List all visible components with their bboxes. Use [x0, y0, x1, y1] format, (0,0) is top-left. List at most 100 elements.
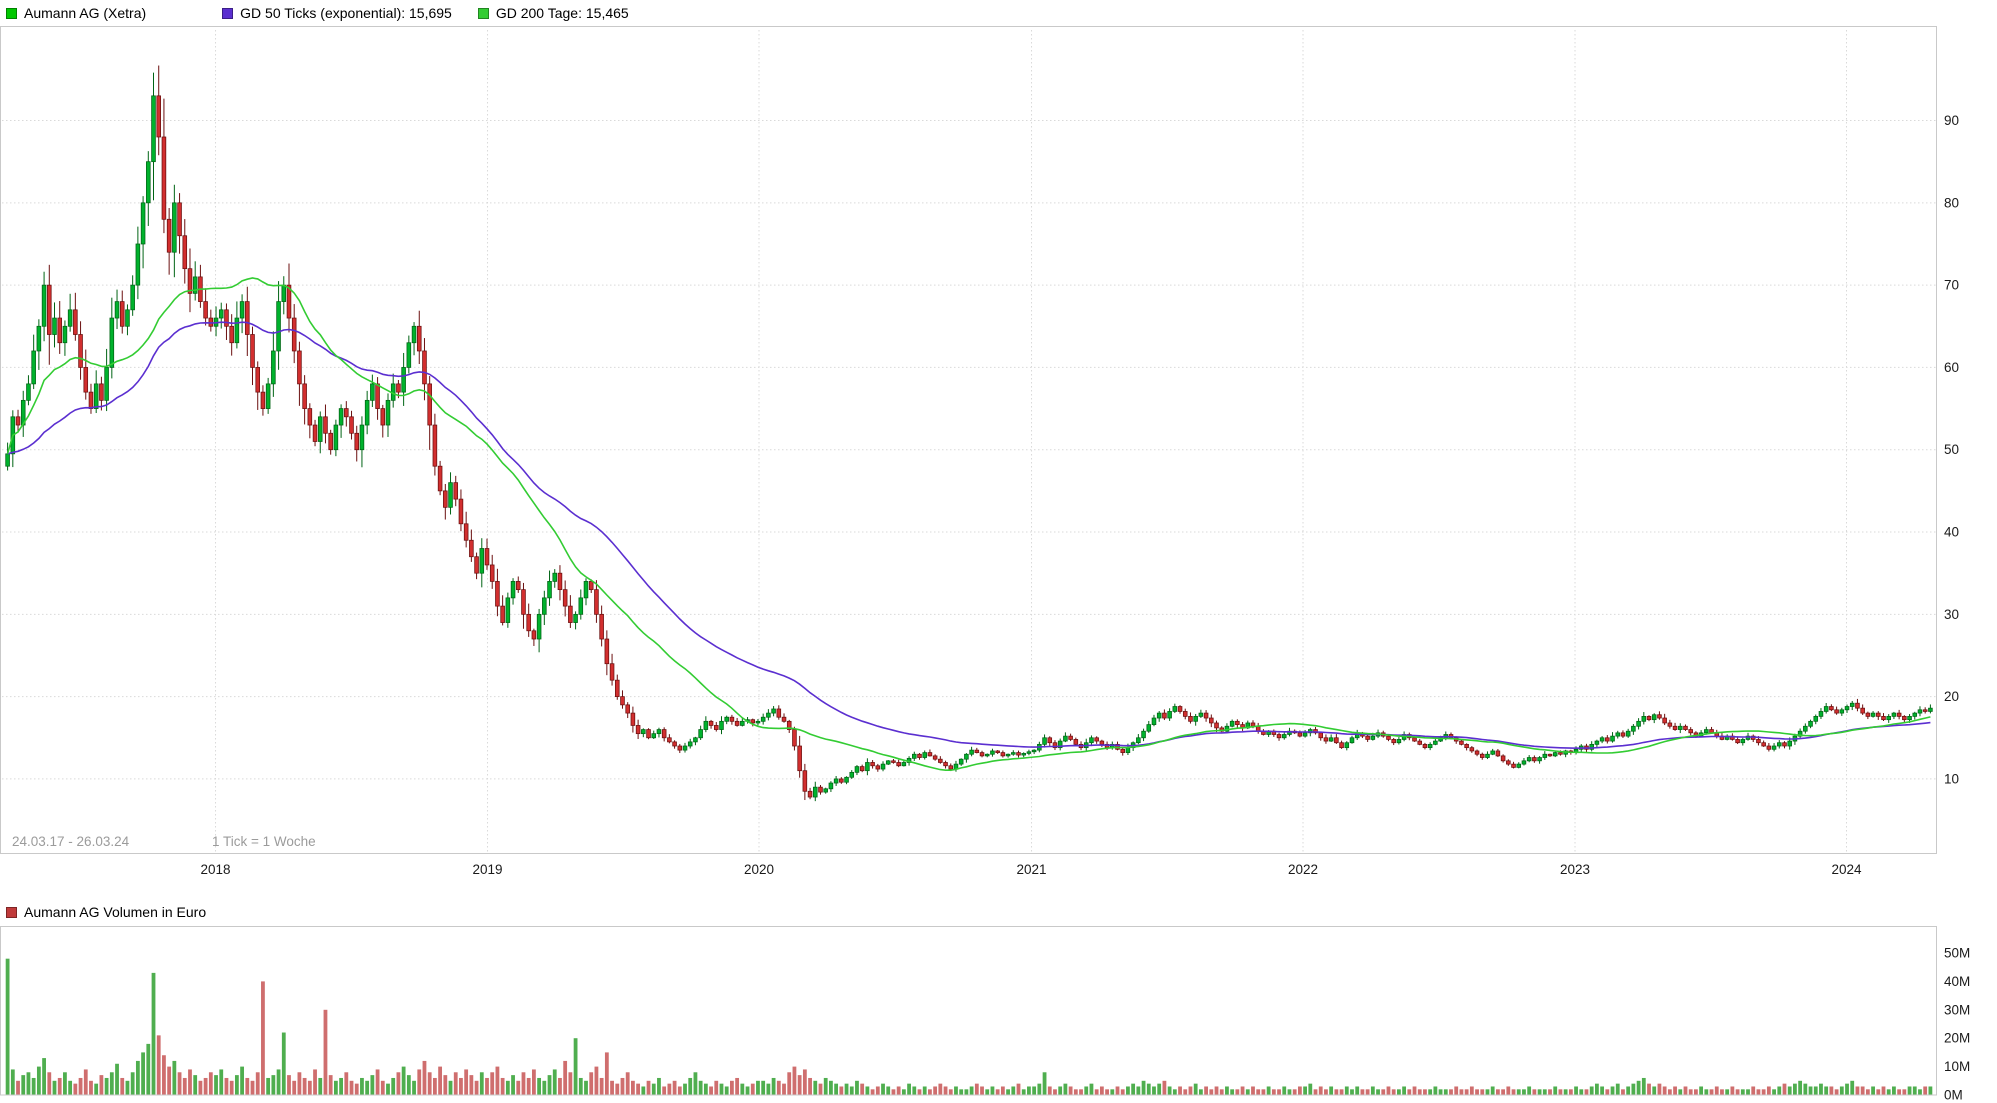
volume-bar: [1813, 1086, 1818, 1095]
volume-bar: [339, 1077, 343, 1095]
candle-body: [151, 95, 156, 163]
volume-bar: [1777, 1086, 1782, 1095]
volume-bar: [1631, 1083, 1636, 1095]
volume-bar: [1011, 1086, 1016, 1095]
candle-body: [250, 334, 255, 368]
volume-bar: [964, 1089, 969, 1095]
volume-axis-label: 50M: [1944, 946, 1970, 961]
candle-body: [239, 301, 245, 319]
candle-body: [1417, 740, 1423, 745]
candle-body: [656, 729, 662, 735]
candle-body: [1391, 739, 1396, 744]
candle-body: [1302, 732, 1308, 737]
volume-bar: [1855, 1086, 1860, 1095]
volume-bar: [1860, 1086, 1865, 1095]
volume-bar: [156, 1035, 161, 1095]
volume-bar: [1225, 1086, 1229, 1095]
candle-body: [1334, 737, 1339, 744]
volume-bar: [1761, 1089, 1766, 1095]
candle-body: [88, 391, 94, 409]
volume-bar: [917, 1089, 922, 1095]
volume-bar: [1198, 1089, 1203, 1095]
volume-bar: [1772, 1089, 1776, 1095]
candle-body: [1125, 747, 1131, 753]
volume-bar: [302, 1077, 307, 1095]
volume-bar: [802, 1069, 807, 1095]
candle-body: [1042, 737, 1047, 745]
volume-bar: [683, 1083, 687, 1095]
volume-bar: [1568, 1089, 1573, 1095]
price-axis-label: 30: [1944, 607, 1959, 622]
volume-bar: [203, 1077, 208, 1095]
volume-bar: [688, 1077, 693, 1095]
volume-bar: [1324, 1089, 1328, 1095]
candle-body: [1156, 712, 1162, 719]
candle-body: [364, 399, 370, 426]
volume-bar: [412, 1080, 416, 1095]
candle-body: [531, 630, 537, 640]
volume-bar: [146, 1043, 151, 1095]
volume-bar: [849, 1086, 854, 1095]
volume-bar: [855, 1080, 859, 1095]
candle-body: [432, 424, 438, 467]
volume-bar: [1396, 1089, 1401, 1095]
volume-bar: [1219, 1089, 1224, 1095]
volume-bar: [417, 1069, 422, 1095]
volume-bar: [573, 1038, 578, 1095]
volume-bar: [432, 1077, 437, 1095]
price-axis-label: 90: [1944, 113, 1959, 128]
volume-bar: [531, 1069, 536, 1095]
volume-bar: [1360, 1089, 1365, 1095]
candle-body: [807, 790, 813, 798]
candle-body: [119, 301, 125, 327]
volume-bar: [610, 1080, 614, 1095]
candle-body: [375, 383, 380, 409]
volume-series-swatch: [6, 906, 17, 918]
candle-body: [401, 367, 406, 393]
volume-bar: [1928, 1086, 1933, 1095]
volume-bar: [995, 1089, 1000, 1095]
candle-body: [1203, 712, 1209, 719]
candle-body: [1433, 740, 1438, 745]
price-axis-label: 40: [1944, 525, 1959, 540]
candle-body: [594, 589, 599, 615]
candle-body: [1641, 716, 1647, 722]
volume-bar: [1516, 1089, 1521, 1095]
candle-body: [1177, 706, 1183, 712]
candle-body: [41, 284, 47, 327]
candle-body: [891, 760, 896, 763]
candle-body: [1031, 749, 1037, 753]
volume-bar: [333, 1080, 338, 1095]
volume-bar: [1683, 1086, 1688, 1095]
volume-bar: [933, 1086, 938, 1095]
candle-body: [958, 758, 964, 765]
volume-bar: [677, 1086, 682, 1095]
legend-label-gd200: GD 200 Tage: 15,465: [495, 5, 629, 21]
candle-body: [1474, 750, 1480, 755]
volume-bar: [1553, 1086, 1558, 1095]
candle-body: [62, 325, 68, 344]
candle-body: [1813, 716, 1819, 722]
volume-bar: [47, 1072, 52, 1095]
candle-body: [1651, 714, 1657, 721]
volume-bar: [1350, 1089, 1354, 1095]
volume-bar: [891, 1089, 896, 1095]
volume-bar: [1548, 1089, 1552, 1095]
candle-body: [161, 136, 167, 220]
volume-bar: [1699, 1086, 1704, 1095]
candle-body: [1829, 706, 1834, 711]
candle-body: [469, 539, 474, 558]
candle-body: [385, 399, 391, 426]
volume-bar: [875, 1086, 880, 1095]
candle-body: [922, 752, 927, 758]
candle-body: [495, 581, 500, 607]
price-gridlines: [2, 30, 1936, 853]
volume-bar: [245, 1077, 250, 1095]
candle-body: [1860, 707, 1865, 714]
volume-bar: [1694, 1089, 1698, 1095]
candle-body: [755, 720, 761, 724]
volume-bar: [1537, 1089, 1542, 1095]
candle-body: [1016, 752, 1021, 756]
candle-body: [192, 276, 198, 294]
candle-body: [578, 597, 584, 615]
